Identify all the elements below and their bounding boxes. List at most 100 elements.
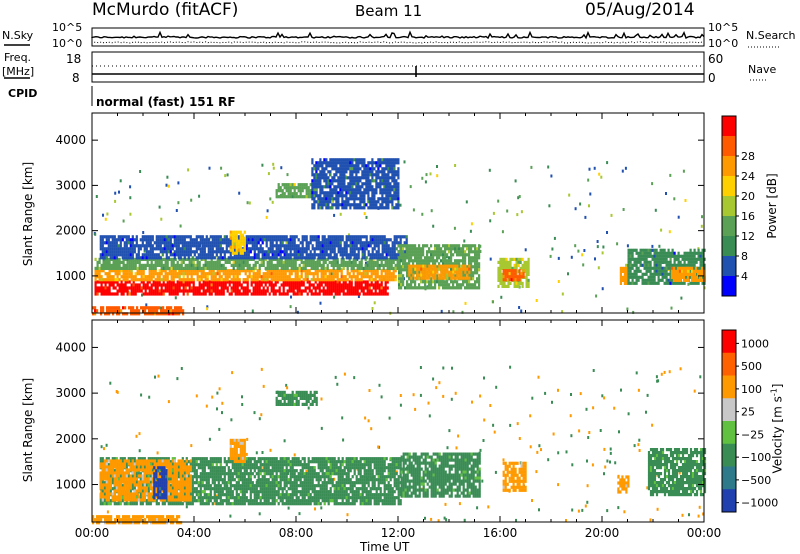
power-cell (183, 235, 186, 239)
power-cell (645, 248, 648, 252)
power-cell (468, 250, 471, 254)
power-cell (110, 292, 113, 296)
power-cell (132, 275, 135, 279)
power-cell (334, 283, 337, 287)
power-cell (102, 280, 105, 284)
power-cell (432, 250, 435, 254)
power-cell (639, 254, 642, 258)
power-cell (474, 265, 477, 269)
power-cell (661, 251, 664, 255)
power-cell (206, 280, 209, 284)
power-cell (323, 256, 326, 260)
power-cell (663, 248, 666, 252)
power-cell (359, 179, 362, 183)
power-cell (692, 269, 696, 273)
power-cell (351, 182, 354, 186)
power-cell (331, 188, 334, 192)
power-speck (289, 305, 292, 309)
power-cell (438, 286, 441, 290)
power-cell (389, 194, 392, 198)
power-cell (691, 254, 694, 258)
power-cell (426, 273, 429, 277)
power-cell (211, 241, 214, 245)
power-cell (177, 256, 180, 260)
power-cell (113, 256, 116, 260)
power-cell (124, 283, 127, 287)
power-cell (96, 272, 99, 276)
power-cell (679, 281, 682, 285)
power-cell (432, 276, 435, 280)
power-cell (635, 251, 638, 255)
power-cell (418, 256, 421, 260)
power-region-13 (311, 158, 400, 210)
power-speck (574, 207, 577, 211)
power-cell (329, 250, 332, 254)
power-cell (450, 270, 453, 274)
power-cell (379, 176, 382, 180)
power-cell (386, 269, 389, 273)
power-cell (335, 167, 338, 171)
power-cell (470, 259, 473, 263)
power-cell (290, 283, 293, 287)
power-cell (341, 188, 344, 192)
power-cell (388, 269, 391, 273)
power-cell (141, 244, 144, 248)
power-cell (253, 235, 256, 239)
power-cell (190, 280, 193, 284)
power-cell (649, 272, 652, 276)
power-cell (365, 164, 368, 168)
power-cell (678, 275, 682, 279)
power-cell (302, 283, 305, 287)
power-cell (247, 247, 250, 251)
power-cell (288, 289, 291, 293)
power-cell (372, 263, 375, 267)
power-cell (686, 278, 690, 282)
power-cell (104, 272, 107, 276)
power-cell (645, 278, 648, 282)
power-cell (157, 238, 160, 242)
power-cell (279, 241, 282, 245)
power-cell (256, 286, 259, 290)
power-cell (202, 263, 205, 267)
power-cell (178, 275, 181, 279)
power-cell (478, 256, 481, 260)
power-cell (119, 235, 122, 239)
power-cell (324, 289, 327, 293)
power-cell (220, 278, 223, 282)
power-cell (208, 286, 211, 290)
power-cell (663, 257, 666, 261)
power-cell (627, 263, 630, 267)
power-cell (165, 235, 168, 239)
power-cell (301, 238, 304, 242)
power-cell (393, 247, 396, 251)
power-cell (194, 266, 197, 270)
power-cell (653, 260, 656, 264)
power-speck (624, 166, 627, 170)
power-cell (357, 253, 360, 257)
power-cell (254, 283, 257, 287)
power-cell (313, 195, 316, 199)
power-cell (377, 164, 380, 168)
power-cell (690, 269, 694, 273)
power-cell (323, 194, 326, 198)
power-cell (229, 230, 232, 234)
power-cell (192, 283, 195, 287)
power-cell (289, 183, 292, 187)
power-cell (337, 250, 340, 254)
power-cell (161, 241, 164, 245)
power-speck (479, 244, 482, 248)
power-cell (346, 269, 349, 273)
power-cell (339, 164, 342, 168)
power-cell (258, 292, 261, 296)
power-cell (414, 244, 417, 248)
power-cell (207, 244, 210, 248)
power-cell (260, 292, 263, 296)
power-cell (166, 260, 169, 264)
power-cell (249, 241, 252, 245)
power-cell (126, 272, 129, 276)
power-cell (115, 256, 118, 260)
power-cell (374, 289, 377, 293)
power-cell (268, 275, 271, 279)
power-cell (472, 265, 475, 269)
power-cell (338, 278, 341, 282)
